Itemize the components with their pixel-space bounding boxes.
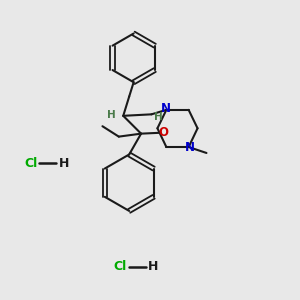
- Text: Cl: Cl: [114, 260, 127, 273]
- Text: H: H: [107, 110, 116, 120]
- Text: H: H: [58, 157, 69, 170]
- Text: Cl: Cl: [25, 157, 38, 170]
- Text: N: N: [161, 102, 171, 115]
- Text: H: H: [154, 112, 162, 122]
- Text: N: N: [185, 141, 195, 154]
- Text: O: O: [158, 126, 168, 139]
- Text: H: H: [148, 260, 158, 273]
